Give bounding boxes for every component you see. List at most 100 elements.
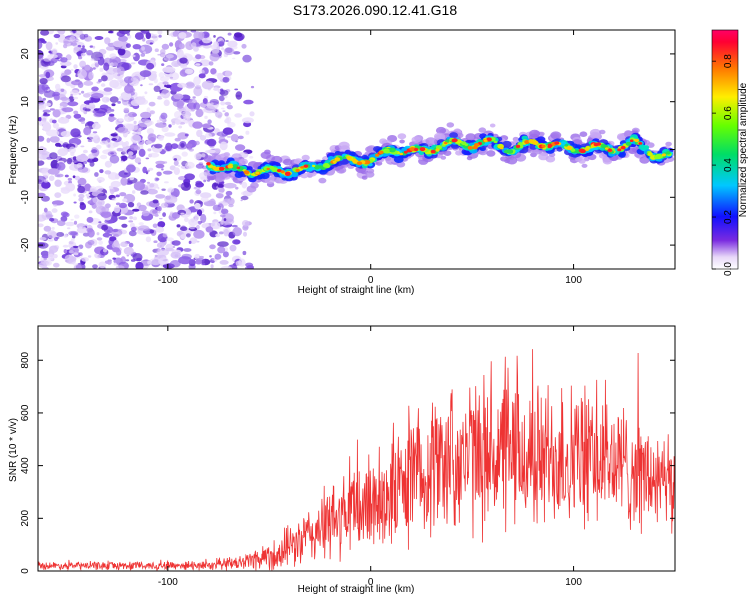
spectrogram-signal-blob (554, 141, 560, 145)
spectrogram-noise-blob (38, 192, 46, 197)
spectrogram-noise-blob (168, 72, 180, 81)
spectrogram-noise-blob (226, 104, 233, 110)
spectrogram-noise-blob (134, 157, 142, 164)
spectrogram-noise-blob (120, 160, 124, 163)
spectrogram-noise-blob (70, 31, 74, 34)
spectrogram-signal-blob (449, 132, 458, 139)
spectrogram-noise-blob (232, 57, 236, 60)
spectrogram-noise-blob (98, 221, 102, 224)
spectrogram-noise-blob (162, 122, 167, 125)
spectrogram-noise-blob (144, 91, 148, 95)
spectrogram-noise-blob (100, 83, 106, 87)
spectrogram-signal-blob (419, 147, 426, 152)
spectrogram-noise-blob (86, 50, 93, 56)
snr-frame (37, 325, 676, 572)
spectrogram-signal-blob (399, 139, 405, 144)
spectrogram-noise-blob (153, 85, 161, 93)
spectrogram-noise-blob (111, 103, 116, 107)
spectrogram-signal-blob (584, 148, 589, 152)
spectrogram-noise-blob (186, 233, 191, 238)
spectrogram-noise-blob (218, 231, 224, 235)
spectrogram-signal-blob (625, 141, 632, 146)
spectrogram-noise-blob (138, 204, 147, 212)
spectrogram-noise-blob (96, 58, 101, 61)
spectrogram-noise-blob (220, 101, 226, 106)
spectrogram-noise-blob (210, 221, 221, 229)
spectrogram-noise-blob (109, 53, 117, 59)
spectrogram-noise-blob (113, 239, 119, 248)
spectrogram-noise-blob (147, 148, 152, 152)
spectrogram-noise-blob (225, 190, 233, 196)
spectrogram-noise-blob (70, 231, 78, 236)
spectrogram-noise-blob (113, 206, 121, 214)
spectrogram-signal-blob (318, 177, 327, 184)
spectrogram-noise-blob (231, 224, 238, 228)
spectrogram-noise-blob (135, 261, 144, 269)
spectrogram-signal-blob (581, 163, 588, 168)
spectrogram-noise-blob (99, 140, 109, 145)
spectrogram-noise-blob (222, 251, 229, 258)
spectrogram-noise-blob (184, 133, 189, 137)
spectrogram-noise-blob (92, 264, 98, 269)
spectrogram-signal-blob (301, 154, 310, 161)
spectrogram-noise-blob (128, 220, 134, 223)
spectrogram-noise-blob (133, 251, 136, 254)
spectrogram-noise-blob (49, 217, 55, 222)
spectrogram-noise-blob (144, 120, 154, 126)
spectrogram-noise-blob (88, 210, 93, 214)
spectrogram-noise-blob (57, 220, 66, 227)
spectrogram-signal-blob (397, 133, 407, 140)
spectrogram-signal-blob (255, 171, 260, 175)
spectrogram-noise-blob (133, 181, 145, 191)
spectrogram-signal-blob (532, 140, 539, 145)
spectrogram-noise-blob (62, 244, 69, 248)
spectrogram-noise-blob (83, 126, 92, 136)
spectrogram-noise-blob (91, 202, 98, 209)
spectrogram-noise-blob (54, 192, 62, 199)
spectrogram-signal-blob (250, 182, 259, 189)
spectrogram-noise-blob (206, 149, 216, 154)
spectrogram-noise-blob (38, 61, 42, 69)
spectrogram-noise-blob (152, 199, 159, 204)
spectrogram-noise-blob (141, 210, 150, 217)
spectrogram-noise-blob (188, 240, 192, 244)
spectrogram-noise-blob (227, 40, 238, 48)
spectrogram-signal-blob (617, 148, 622, 152)
spectrogram-noise-blob (221, 208, 229, 215)
spectrogram-noise-blob (66, 157, 73, 165)
spectrogram-noise-blob (219, 141, 228, 151)
spectrogram-noise-blob (81, 90, 85, 94)
spectrogram-signal-blob (605, 147, 609, 150)
spectrogram-noise-blob (69, 35, 76, 42)
spectrogram-noise-blob (103, 87, 113, 92)
spectrogram-signal-blob (206, 162, 211, 166)
spectrogram-noise-blob (241, 117, 254, 124)
spectrogram-noise-blob (112, 247, 120, 253)
spectrogram-signal-blob (227, 164, 234, 169)
spectrogram-noise-blob (134, 32, 144, 40)
spectrogram-noise-blob (83, 161, 88, 164)
spectrogram-noise-blob (223, 229, 230, 237)
spectrogram-signal-blob (656, 155, 662, 160)
spectrogram-noise-blob (43, 112, 48, 115)
spectrogram-noise-blob (139, 70, 152, 78)
spectrogram-noise-blob (179, 57, 188, 64)
spectrogram-signal-blob (280, 170, 285, 174)
spectrogram-noise-blob (140, 111, 152, 119)
spectrogram-noise-blob (245, 130, 250, 135)
spectrogram-noise-blob (125, 259, 130, 262)
spectrogram-signal-blob (236, 166, 241, 170)
spectrogram-noise-blob (219, 89, 229, 96)
spectrogram-noise-blob (163, 57, 171, 61)
spectrogram-noise-blob (111, 117, 117, 121)
spectrogram-noise-blob (121, 223, 128, 228)
spectrogram-signal-blob (474, 143, 480, 147)
spectrogram-noise-blob (222, 198, 231, 203)
spectrogram-noise-blob (157, 186, 160, 190)
spectrogram-noise-blob (210, 68, 217, 75)
spectrogram-noise-blob (60, 57, 68, 63)
spectrogram-noise-blob (110, 133, 118, 137)
spectrogram-noise-blob (180, 212, 185, 215)
